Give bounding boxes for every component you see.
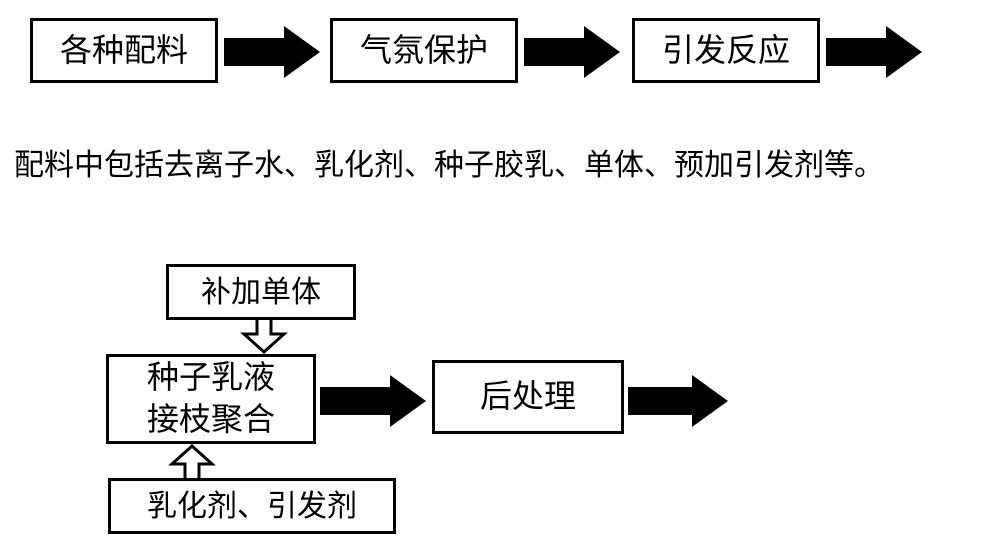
caption-label: 配料中包括去离子水、乳化剂、种子胶乳、单体、预加引发剂等。 — [14, 149, 884, 182]
box-label-line1: 种子乳液 — [147, 357, 275, 399]
box-atmosphere: 气氛保护 — [330, 18, 518, 83]
box-add-monomer: 补加单体 — [166, 264, 356, 320]
box-seed-emulsion: 种子乳液 接枝聚合 — [106, 354, 316, 444]
box-label: 各种配料 — [60, 30, 188, 72]
box-label: 气氛保护 — [360, 30, 488, 72]
box-label: 乳化剂、引发剂 — [147, 487, 357, 526]
box-label: 引发反应 — [662, 30, 790, 72]
box-label: 补加单体 — [201, 273, 321, 312]
box-ingredients: 各种配料 — [30, 18, 218, 83]
caption-text: 配料中包括去离子水、乳化剂、种子胶乳、单体、预加引发剂等。 — [14, 140, 884, 184]
box-label: 后处理 — [480, 376, 576, 418]
box-emulsifier-initiator: 乳化剂、引发剂 — [108, 478, 396, 534]
box-post-process: 后处理 — [432, 360, 624, 434]
box-reaction: 引发反应 — [632, 18, 820, 83]
box-label-line2: 接枝聚合 — [147, 399, 275, 441]
